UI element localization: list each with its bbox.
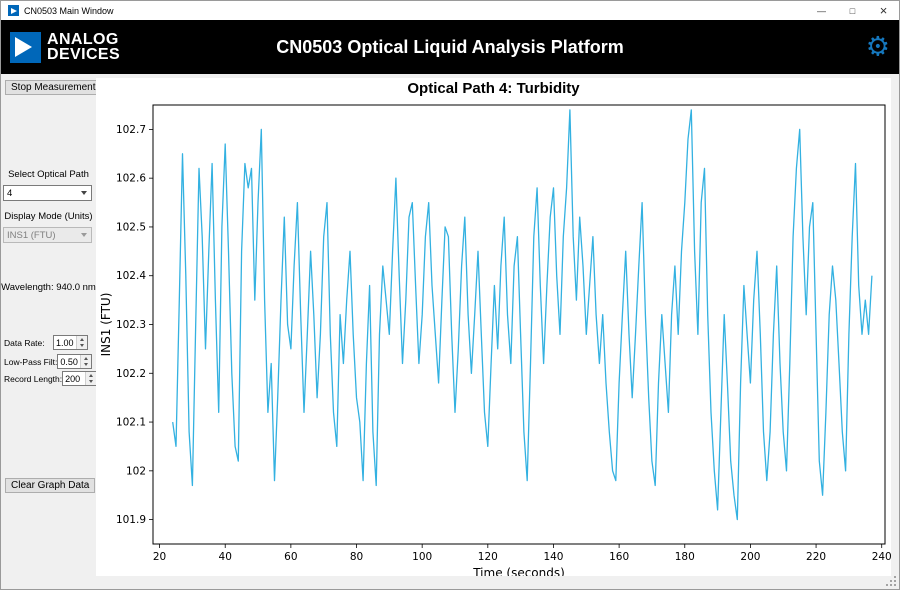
spin-up-icon[interactable] [86, 372, 97, 379]
window-title: CN0503 Main Window [24, 5, 114, 16]
svg-text:Time (seconds): Time (seconds) [472, 566, 565, 578]
title-bar: CN0503 Main Window — □ × [1, 1, 899, 20]
optical-path-value: 4 [7, 187, 13, 199]
svg-text:102.6: 102.6 [116, 173, 146, 185]
record-length-label: Record Length: [4, 373, 63, 384]
display-mode-value: INS1 (FTU) [7, 229, 56, 241]
spin-up-icon[interactable] [77, 336, 87, 343]
record-length-spinner[interactable]: 200 [62, 371, 98, 386]
svg-text:102.2: 102.2 [116, 368, 146, 380]
adi-triangle-icon [14, 37, 32, 57]
low-pass-row: Low-Pass Filt: 0.50 [4, 354, 93, 369]
spinner-arrows [80, 355, 92, 368]
close-button[interactable]: × [879, 3, 888, 18]
chart-panel: Optical Path 4: Turbidity 20 40 60 80 100 120… [96, 78, 891, 578]
svg-text:101.9: 101.9 [116, 514, 146, 526]
svg-text:102.5: 102.5 [116, 221, 146, 233]
record-length-value: 200 [65, 373, 81, 384]
data-rate-spinner[interactable]: 1.00 [53, 335, 88, 350]
svg-text:200: 200 [740, 551, 760, 563]
status-bar [1, 576, 899, 589]
spin-up-icon[interactable] [81, 355, 92, 362]
app-icon-triangle [11, 7, 17, 14]
turbidity-plot: 20 40 60 80 100 120 140 160 180 200 220 240 101.9 102… [99, 104, 891, 578]
data-rate-row: Data Rate: 1.00 [4, 335, 88, 350]
spinner-arrows [76, 336, 87, 349]
low-pass-spinner[interactable]: 0.50 [57, 354, 93, 369]
spin-down-icon[interactable] [81, 361, 92, 368]
resize-grip-icon[interactable] [894, 584, 896, 586]
main-area: Stop Measurement Select Optical Path 4 D… [1, 74, 899, 578]
svg-text:180: 180 [675, 551, 695, 563]
svg-text:60: 60 [284, 551, 297, 563]
app-header: ANALOG DEVICES CN0503 Optical Liquid Ana… [1, 20, 899, 74]
chevron-down-icon [76, 228, 91, 242]
svg-text:102: 102 [126, 465, 146, 477]
app-title: CN0503 Optical Liquid Analysis Platform [276, 36, 624, 57]
svg-text:102.1: 102.1 [116, 417, 146, 429]
optical-path-label: Select Optical Path [8, 169, 89, 180]
svg-text:240: 240 [872, 551, 891, 563]
chevron-down-icon[interactable] [76, 186, 91, 200]
svg-text:102.7: 102.7 [116, 124, 146, 136]
optical-path-select[interactable]: 4 [3, 185, 92, 201]
low-pass-label: Low-Pass Filt: [4, 356, 58, 367]
svg-text:120: 120 [478, 551, 498, 563]
wavelength-label: Wavelength: 940.0 nm [1, 282, 96, 293]
spin-down-icon[interactable] [86, 378, 97, 385]
spinner-arrows [85, 372, 97, 385]
clear-graph-button[interactable]: Clear Graph Data [5, 478, 96, 493]
spin-down-icon[interactable] [77, 342, 87, 349]
display-mode-select: INS1 (FTU) [3, 227, 92, 243]
settings-gear-icon[interactable]: ⚙ [865, 31, 890, 62]
adi-logo: ANALOG DEVICES [10, 31, 121, 63]
svg-text:40: 40 [219, 551, 232, 563]
brand-line-2: DEVICES [47, 46, 121, 63]
stop-measurement-button[interactable]: Stop Measurement [5, 80, 102, 95]
svg-text:102.4: 102.4 [116, 270, 146, 282]
minimize-button[interactable]: — [817, 5, 826, 16]
svg-text:20: 20 [153, 551, 166, 563]
low-pass-value: 0.50 [60, 356, 78, 367]
data-rate-value: 1.00 [56, 337, 74, 348]
svg-text:80: 80 [350, 551, 363, 563]
maximize-button[interactable]: □ [849, 5, 856, 16]
svg-text:220: 220 [806, 551, 826, 563]
svg-text:100: 100 [412, 551, 432, 563]
chart-title: Optical Path 4: Turbidity [407, 80, 580, 97]
app-icon [8, 5, 19, 16]
record-length-row: Record Length: 200 [4, 371, 98, 386]
brand-line-1: ANALOG [47, 31, 119, 48]
adi-logo-icon [10, 31, 41, 63]
adi-brand-text: ANALOG DEVICES [47, 31, 121, 63]
display-mode-label: Display Mode (Units) [4, 211, 93, 222]
data-rate-label: Data Rate: [4, 337, 45, 348]
window-controls: — □ × [806, 1, 899, 20]
svg-text:140: 140 [543, 551, 563, 563]
svg-text:160: 160 [609, 551, 629, 563]
svg-text:INS1 (FTU): INS1 (FTU) [99, 293, 113, 357]
svg-text:102.3: 102.3 [116, 319, 146, 331]
